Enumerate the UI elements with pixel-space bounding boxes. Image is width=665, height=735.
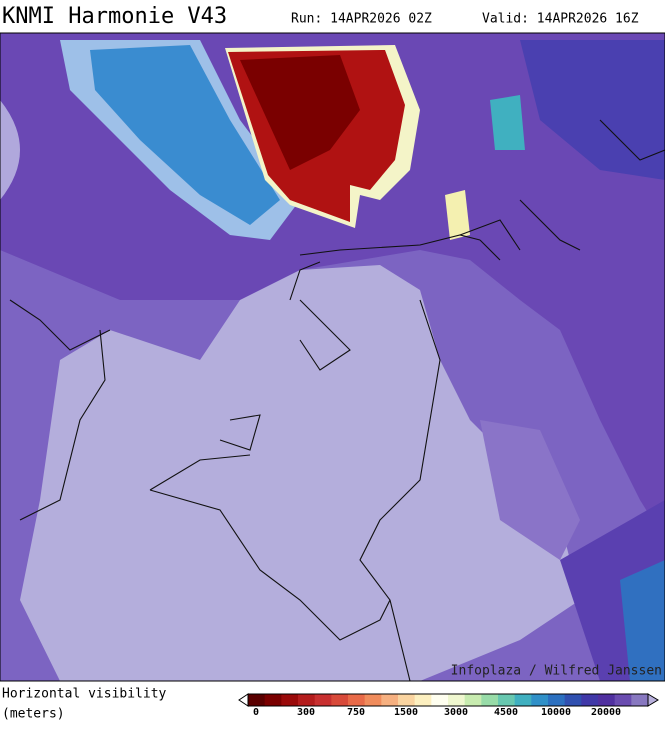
colorbar-tick-label: 750 <box>347 707 365 718</box>
colorbar-tick-label: 3000 <box>444 707 468 718</box>
colorbar-swatch <box>614 694 632 706</box>
fog-band <box>90 45 280 225</box>
colorbar-swatch <box>431 694 449 706</box>
colorbar-swatch <box>314 694 332 706</box>
title: KNMI Harmonie V43 <box>2 4 227 29</box>
colorbar-tick-label: 0 <box>253 707 259 718</box>
run-time: Run: 14APR2026 02Z <box>291 12 432 27</box>
patch <box>520 40 665 180</box>
colorbar-swatch <box>281 694 299 706</box>
colorbar-swatch <box>531 694 549 706</box>
colorbar-swatch <box>298 694 316 706</box>
colorbar-swatch <box>481 694 499 706</box>
colorbar-swatch <box>498 694 516 706</box>
land-haze <box>20 265 580 681</box>
colorbar-tick-label: 4500 <box>494 707 518 718</box>
colorbar-swatch <box>381 694 399 706</box>
colorbar: 0 300 750 1500 3000 4500 10000 20000 <box>238 693 659 718</box>
colorbar-swatch <box>414 694 432 706</box>
valid-time: Valid: 14APR2026 16Z <box>482 12 639 27</box>
colorbar-swatch <box>398 694 416 706</box>
colorbar-swatch <box>581 694 599 706</box>
coastline <box>9 119 665 681</box>
colorbar-tick-label: 20000 <box>591 707 621 718</box>
colorbar-swatch <box>248 694 266 706</box>
colorbar-swatch <box>464 694 482 706</box>
colorbar-swatch <box>448 694 466 706</box>
colorbar-swatch <box>364 694 382 706</box>
colorbar-swatch <box>331 694 349 706</box>
fog-patch <box>490 95 525 150</box>
haze <box>0 100 20 200</box>
colorbar-swatch <box>514 694 532 706</box>
colorbar-swatch <box>598 694 616 706</box>
colorbar-swatch <box>564 694 582 706</box>
fog-patch <box>445 190 470 240</box>
colorbar-swatch <box>348 694 366 706</box>
dense-fog-core <box>240 55 360 170</box>
patch <box>480 420 580 560</box>
colorbar-swatch <box>264 694 282 706</box>
colorbar-frame <box>247 693 649 707</box>
credit: Infoplaza / Wilfred Janssen <box>451 664 662 679</box>
colorbar-swatch <box>548 694 566 706</box>
colorbar-tick-label: 1500 <box>394 707 418 718</box>
colorbar-tick-label: 300 <box>297 707 315 718</box>
legend-label: (meters) <box>2 707 65 722</box>
legend-label: Horizontal visibility <box>2 687 167 702</box>
colorbar-tick-label: 10000 <box>541 707 571 718</box>
colorbar-swatch <box>631 694 649 706</box>
patch <box>620 560 665 681</box>
map-area: Infoplaza / Wilfred Janssen <box>0 32 665 682</box>
